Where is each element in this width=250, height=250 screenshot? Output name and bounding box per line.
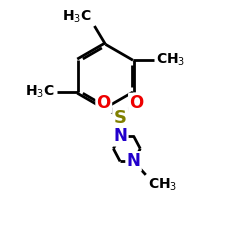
Text: S: S (114, 109, 126, 127)
Text: CH$_3$: CH$_3$ (156, 52, 185, 68)
Text: CH$_3$: CH$_3$ (148, 177, 177, 193)
Text: N: N (113, 127, 127, 145)
Text: O: O (129, 94, 144, 112)
Text: H$_3$C: H$_3$C (26, 84, 55, 100)
Text: H$_3$C: H$_3$C (62, 8, 92, 25)
Text: N: N (126, 152, 140, 170)
Text: N: N (113, 127, 127, 145)
Text: O: O (96, 94, 111, 112)
